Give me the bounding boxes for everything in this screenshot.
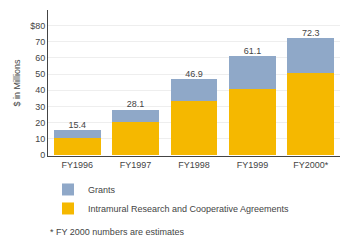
svg-text:FY1999: FY1999 <box>237 160 269 170</box>
svg-text:40: 40 <box>35 85 45 95</box>
svg-text:$ in Millions: $ in Millions <box>12 59 22 107</box>
svg-text:72.3: 72.3 <box>302 28 320 38</box>
svg-text:20: 20 <box>35 118 45 128</box>
svg-text:10: 10 <box>35 134 45 144</box>
svg-text:70: 70 <box>35 37 45 47</box>
svg-text:FY1998: FY1998 <box>178 160 210 170</box>
svg-text:$80: $80 <box>30 21 45 31</box>
svg-text:FY1997: FY1997 <box>120 160 152 170</box>
svg-text:15.4: 15.4 <box>68 120 86 130</box>
svg-text:61.1: 61.1 <box>244 46 262 56</box>
svg-text:FY1996: FY1996 <box>61 160 93 170</box>
svg-text:Grants: Grants <box>88 185 116 195</box>
svg-text:46.9: 46.9 <box>185 69 203 79</box>
svg-text:30: 30 <box>35 102 45 112</box>
svg-text:50: 50 <box>35 69 45 79</box>
svg-text:* FY 2000 numbers are estimate: * FY 2000 numbers are estimates <box>50 227 184 237</box>
svg-text:28.1: 28.1 <box>127 99 145 109</box>
svg-text:Intramural Research and Cooper: Intramural Research and Cooperative Agre… <box>88 204 289 214</box>
svg-text:60: 60 <box>35 53 45 63</box>
svg-text:FY2000*: FY2000* <box>293 160 329 170</box>
svg-text:0: 0 <box>40 150 45 160</box>
